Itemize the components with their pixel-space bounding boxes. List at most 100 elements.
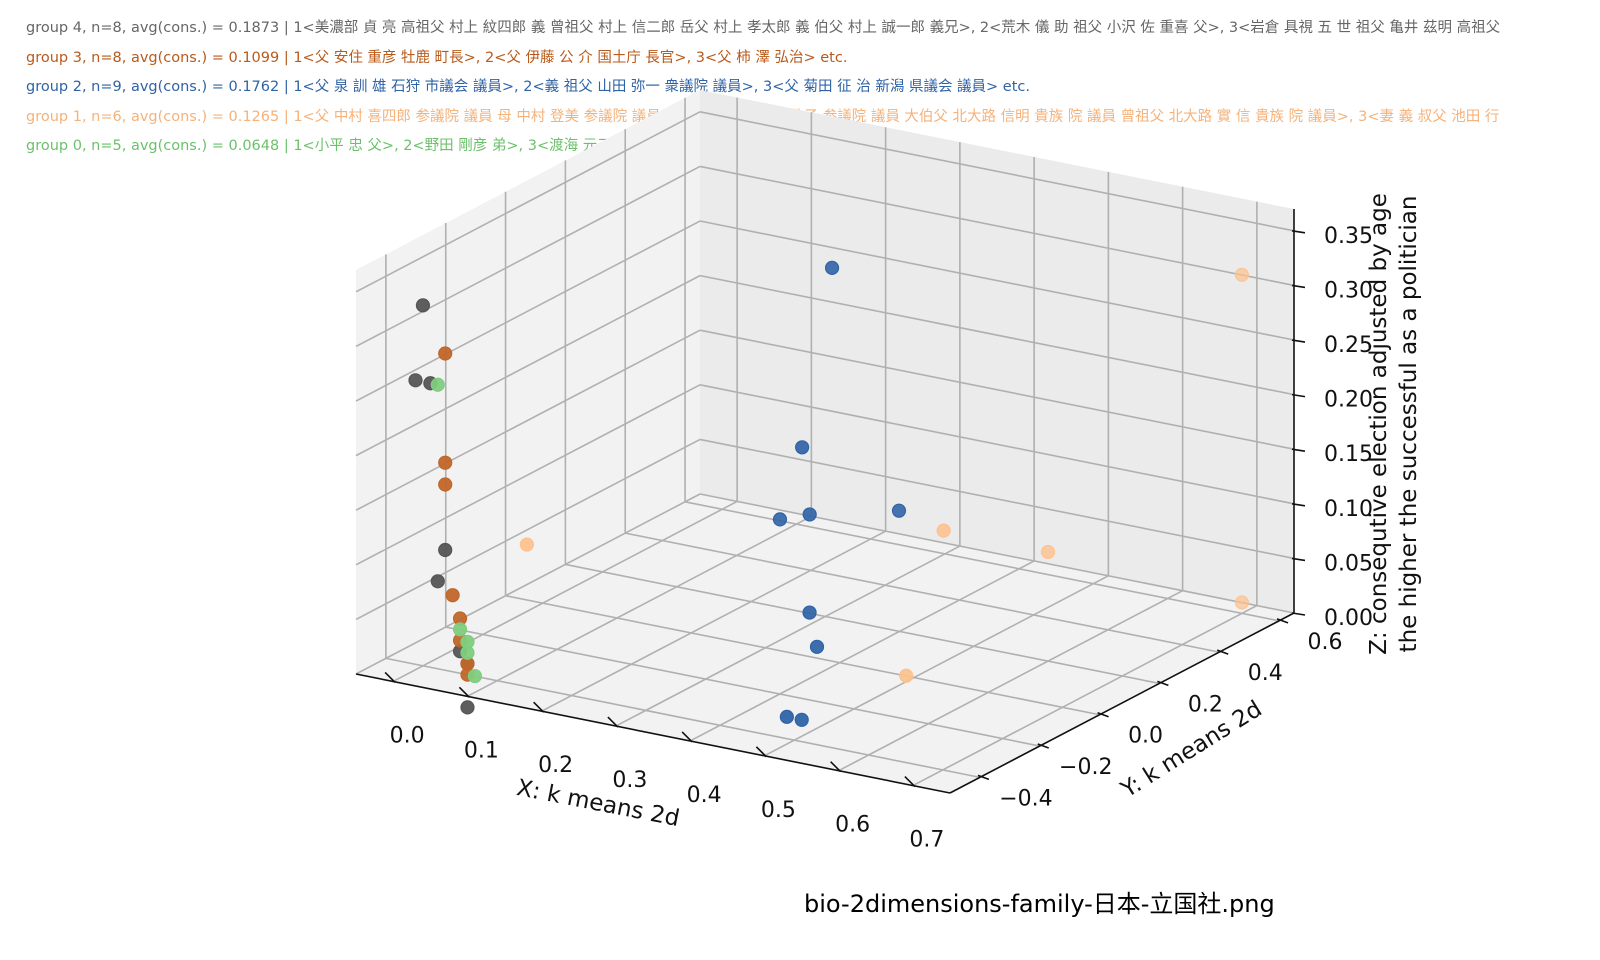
z-axis-label-line: the higher the successful as a politicia…	[1396, 196, 1422, 653]
legend-entry: group 3, n=8, avg(cons.) = 0.1099 | 1<父 …	[26, 49, 848, 66]
x-tick	[533, 701, 545, 713]
axis-panes	[356, 90, 1294, 793]
grid-line	[355, 384, 701, 566]
y-axis-line	[949, 612, 1295, 794]
grid-line	[467, 515, 812, 698]
data-point-group-2	[795, 440, 810, 455]
data-point-group-2	[794, 712, 809, 727]
x-axis-line	[355, 673, 951, 794]
z-tick-label: 0.15	[1324, 442, 1373, 467]
x-tick	[904, 775, 916, 788]
data-point-group-4	[460, 700, 475, 715]
z-tick-label: 0.25	[1324, 333, 1373, 358]
z-tick-label: 0.00	[1324, 606, 1373, 631]
y-tick-label: −0.2	[1059, 755, 1112, 780]
back-wall-pane	[700, 90, 1294, 613]
grid-line	[565, 563, 1160, 685]
y-tick-label: 0.0	[1128, 724, 1163, 749]
x-tick	[607, 716, 619, 728]
figure-filename: bio-2dimensions-family-日本-立国社.png	[804, 890, 1275, 918]
data-point-group-2	[891, 503, 907, 518]
grid-line	[699, 274, 1295, 396]
x-tick	[384, 671, 396, 684]
z-tick	[1291, 393, 1306, 398]
x-tick	[458, 686, 470, 698]
left-wall-pane	[356, 90, 700, 674]
z-axis-label: Z: consequtive election adjusted by age t…	[1366, 193, 1422, 655]
legend-entry: group 0, n=5, avg(cons.) = 0.0648 | 1<小平…	[26, 138, 690, 154]
data-point-group-0	[430, 377, 445, 392]
y-tick	[1037, 743, 1050, 749]
grid-line	[764, 575, 1109, 757]
z-tick	[1291, 230, 1306, 234]
grid-line	[355, 165, 701, 348]
data-point-group-2	[772, 512, 788, 527]
grid-line	[445, 626, 1040, 747]
data-point-group-1	[1234, 267, 1250, 283]
data-point-group-3	[438, 346, 453, 361]
data-point-group-0	[467, 668, 483, 684]
data-point-group-3	[438, 477, 453, 492]
grid-line	[699, 220, 1295, 341]
y-tick	[1216, 649, 1229, 655]
data-point-group-2	[809, 639, 825, 654]
data-point-group-4	[408, 373, 423, 388]
grid-line	[355, 274, 701, 457]
grid-line	[699, 438, 1295, 560]
grid-line	[912, 604, 1258, 787]
data-point-group-1	[519, 537, 534, 552]
grid-line	[699, 384, 1295, 505]
z-tick	[1291, 448, 1306, 453]
grid-line	[385, 657, 981, 779]
grid-line	[355, 329, 701, 511]
grid-line	[699, 329, 1295, 451]
data-point-group-1	[936, 523, 951, 538]
data-point-group-4	[415, 298, 431, 313]
y-tick-label: 0.6	[1308, 630, 1343, 655]
legend-entry: group 4, n=8, avg(cons.) = 0.1873 | 1<美濃…	[26, 20, 1501, 36]
y-tick	[1157, 680, 1169, 687]
y-tick-label: 0.4	[1248, 661, 1283, 686]
x-tick-label: 0.7	[909, 828, 944, 853]
y-tick-label: 0.2	[1188, 692, 1223, 717]
z-tick	[1291, 339, 1306, 343]
x-tick	[830, 761, 842, 773]
x-tick-label: 0.1	[464, 738, 499, 763]
data-point-group-2	[802, 605, 817, 620]
grid-line	[699, 493, 1295, 614]
data-point-group-0	[460, 645, 475, 660]
grid-line	[355, 111, 701, 293]
grid-line	[625, 532, 1220, 653]
y-tick-label: −0.4	[999, 786, 1052, 811]
z-tick-label: 0.10	[1324, 497, 1373, 522]
x-tick-label: 0.4	[687, 783, 722, 808]
grid-lines	[355, 97, 1295, 787]
grid-line	[355, 493, 701, 675]
z-tick	[1291, 612, 1306, 616]
z-tick-label: 0.30	[1324, 278, 1373, 303]
grid-line	[689, 560, 1035, 742]
x-tick	[681, 731, 693, 743]
x-tick-label: 0.6	[835, 813, 870, 838]
y-tick	[1276, 618, 1289, 624]
x-tick-label: 0.5	[761, 798, 796, 823]
x-tick	[755, 746, 767, 758]
grid-line	[505, 594, 1100, 716]
x-axis-label: X: k means 2d	[515, 775, 682, 832]
grid-line	[699, 165, 1295, 287]
z-tick	[1291, 284, 1306, 289]
z-axis-label-line: Z: consequtive election adjusted by age	[1366, 193, 1392, 655]
data-point-group-1	[1040, 544, 1056, 560]
grid-line	[355, 220, 701, 402]
grid-line	[699, 111, 1295, 232]
grid-line	[615, 545, 961, 727]
y-tick	[1097, 711, 1109, 718]
data-points	[408, 260, 1250, 727]
tick-labels: 0.0 0.1 0.2 0.3 0.4 0.5 0.6 0.7 −0.4 −0.2 0.0 0.2 0.…	[390, 224, 1373, 853]
grid-line	[392, 500, 738, 683]
data-point-group-4	[438, 542, 453, 558]
legend-entry: group 2, n=9, avg(cons.) = 0.1762 | 1<父 …	[26, 79, 1030, 95]
x-tick-label: 0.2	[538, 753, 573, 778]
data-point-group-2	[802, 507, 817, 522]
